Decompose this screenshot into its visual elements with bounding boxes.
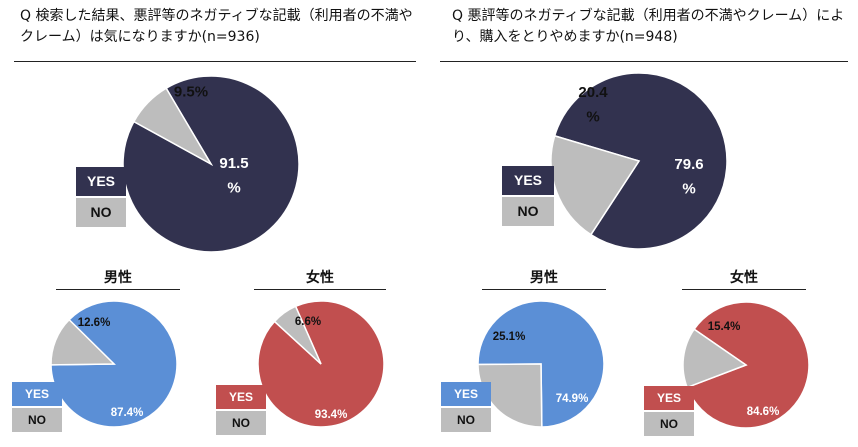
- pie-slice-no: [477, 363, 543, 428]
- pie-female-right: 84.6% 15.4%: [682, 301, 810, 429]
- legend-yes-male-right: YES: [441, 382, 491, 406]
- pie-label-yes: 87.4%: [111, 407, 144, 419]
- question-left-rule: [14, 61, 416, 62]
- legend-no-female-right: NO: [644, 412, 694, 436]
- legend-yes-male-left: YES: [12, 382, 62, 406]
- legend-yes-overall-left: YES: [76, 167, 126, 196]
- pie-label-yes: 79.6%: [674, 156, 703, 198]
- legend-yes-female-left: YES: [216, 385, 266, 409]
- legend-no-male-right: NO: [441, 408, 491, 432]
- pie-slice-no: [132, 87, 214, 166]
- pie-male-left: 87.4% 12.6%: [50, 300, 178, 428]
- group-rule-right-female: [682, 289, 806, 290]
- group-rule-left-female: [254, 289, 386, 290]
- pie-female-left: 93.4% 6.6%: [257, 300, 385, 428]
- pie-slice-no: [50, 318, 116, 366]
- group-title-right-male: 男性: [530, 270, 558, 286]
- group-title-left-male: 男性: [104, 270, 132, 286]
- pie-slice-yes: [553, 72, 728, 250]
- pie-label-no: 25.1%: [493, 331, 526, 343]
- pie-label-no: 20.4%: [578, 84, 608, 126]
- pie-slice-no: [550, 134, 641, 236]
- question-right-rule: [440, 61, 848, 62]
- legend-yes-overall-right: YES: [502, 166, 554, 195]
- pie-label-yes: 74.9%: [556, 393, 589, 405]
- pie-overall-right: 79.6 % 20.4%: [550, 72, 728, 250]
- legend-no-female-left: NO: [216, 411, 266, 435]
- pie-label-yes: 84.6%: [747, 406, 780, 418]
- group-rule-right-male: [482, 289, 606, 290]
- group-rule-left-male: [56, 289, 180, 290]
- legend-no-overall-left: NO: [76, 198, 126, 227]
- question-right: Q 悪評等のネガティブな記載（利用者の不満やクレーム）により、購入をとりやめます…: [452, 8, 845, 45]
- question-left: Q 検索した結果、悪評等のネガティブな記載（利用者の不満やクレーム）は気になりま…: [20, 8, 413, 45]
- pie-male-right: 74.9% 25.1%: [477, 300, 605, 428]
- pie-slice-yes: [686, 301, 810, 429]
- pie-label-yes: 93.4%: [315, 409, 348, 421]
- pie-label-no: 12.6%: [78, 317, 111, 329]
- legend-no-male-left: NO: [12, 408, 62, 432]
- pie-overall-left: 91.5 % 9.5%: [122, 75, 300, 253]
- group-title-right-female: 女性: [730, 270, 758, 286]
- pie-label-yes: 91.5%: [219, 155, 248, 197]
- group-title-left-female: 女性: [306, 270, 334, 286]
- pie-label-no: 6.6%: [295, 316, 321, 328]
- legend-yes-female-right: YES: [644, 386, 694, 410]
- pie-slice-no: [682, 328, 748, 389]
- legend-no-overall-right: NO: [502, 197, 554, 226]
- pie-label-no: 15.4%: [708, 321, 741, 333]
- pie-label-no: 9.5%: [174, 83, 208, 100]
- pie-slice-no: [273, 305, 322, 365]
